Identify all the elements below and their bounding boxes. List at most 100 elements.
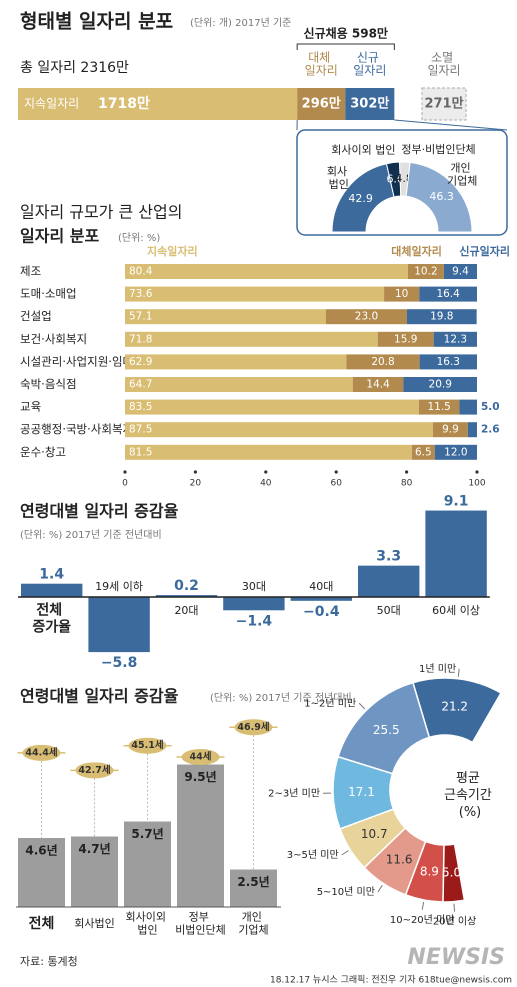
source: 자료: 통계청 <box>20 955 78 968</box>
value-label: 46.9세 <box>237 721 269 733</box>
bar-segment <box>411 444 435 460</box>
bar <box>21 583 83 597</box>
tick-mark <box>334 470 338 474</box>
bar <box>358 565 420 597</box>
category-label: 정부 비법인단체 <box>175 911 226 937</box>
value-label: 46.3 <box>429 190 454 203</box>
segment-label: 신규 일자리 <box>353 50 386 77</box>
value-label: 83.5 <box>129 401 152 413</box>
slice-label: 20년 이상 <box>433 916 477 928</box>
segment-label: 소멸 일자리 <box>427 50 460 77</box>
value-label: 9.9 <box>442 424 459 436</box>
bar <box>177 764 224 907</box>
bracket <box>296 43 395 50</box>
category-label: 회사법인 <box>74 917 114 930</box>
slice-label: 회사이외 법인 <box>331 144 395 157</box>
x-tick-label: 80 <box>401 479 413 489</box>
value-label: 10.7 <box>361 827 388 841</box>
segment-label: 지속일자리 <box>24 97 79 111</box>
category-label: 운수·창고 <box>20 445 66 459</box>
value-label: 57.1 <box>129 311 152 323</box>
category-label: 30대 <box>242 580 266 593</box>
bar-segment <box>125 331 378 347</box>
bar-segment <box>467 422 477 438</box>
leader-line <box>453 903 456 912</box>
value-label: 14.4 <box>366 379 390 391</box>
leader-line <box>358 702 366 710</box>
value-label: 10.2 <box>414 266 437 278</box>
bar <box>290 597 352 601</box>
category-label: 60세 이상 <box>432 604 480 617</box>
value-label: 17.1 <box>348 785 375 799</box>
category-label: 개인 기업체 <box>238 911 268 937</box>
value-label: 62.9 <box>129 356 152 368</box>
category-label: 도매·소매업 <box>20 287 77 301</box>
slice-label: 3~5년 미만 <box>287 849 339 861</box>
slice-label: 1~2년 미만 <box>304 697 356 709</box>
category-label: 제조 <box>20 264 41 278</box>
age-dot <box>181 749 220 765</box>
slice-label: 1년 미만 <box>419 663 456 675</box>
value-label: 87.5 <box>129 424 152 436</box>
value-label: 302만 <box>350 96 389 112</box>
age-dot <box>128 737 167 754</box>
slice-label: 개인 기업체 <box>447 161 477 187</box>
connector <box>394 119 508 131</box>
leader-line <box>377 884 383 893</box>
age-dot <box>75 762 114 779</box>
bar-segment <box>125 309 326 325</box>
segment <box>345 88 395 120</box>
value-label: 15.9 <box>394 333 417 345</box>
bar-segment <box>377 331 434 347</box>
value-label: 5.0 <box>481 401 500 413</box>
value-label: 12.0 <box>444 446 467 458</box>
semi-donut-slice <box>405 161 473 233</box>
bar-segment <box>384 286 420 302</box>
value-label: −1.4 <box>236 613 273 629</box>
slice-label: 정부·비법인단체 <box>401 143 475 156</box>
value-label: 20.9 <box>429 379 452 391</box>
value-label: 16.4 <box>436 288 460 300</box>
bar-segment <box>346 354 420 370</box>
category-label: 50대 <box>377 604 401 617</box>
value-label: 21.2 <box>441 700 468 714</box>
value-label: 4.6년 <box>25 844 57 858</box>
tick-mark <box>123 470 127 474</box>
bar-segment <box>125 399 419 415</box>
center-title: 평균 근속기간 (%) <box>444 771 496 820</box>
bar-segment <box>125 264 409 279</box>
category-label: 전체 증가율 <box>32 602 71 636</box>
slice-label: 회사 법인 <box>327 165 351 191</box>
value-label: 64.7 <box>129 379 152 391</box>
value-label: 19.8 <box>430 311 453 323</box>
slice-label: 5~10년 미만 <box>317 886 375 898</box>
slice-label: 2~3년 미만 <box>268 787 320 799</box>
value-label: 11.5 <box>427 401 450 413</box>
value-label: 16.3 <box>437 356 460 368</box>
value-label: 8.9 <box>420 865 439 879</box>
bar-segment <box>406 309 477 325</box>
value-label: 20.8 <box>371 356 394 368</box>
x-tick-label: 0 <box>122 479 128 489</box>
bar-segment <box>125 422 433 438</box>
subtitle: (단위: %) 2017년 기준 전년대비 <box>20 528 162 541</box>
x-tick-label: 100 <box>468 479 485 489</box>
subtitle: (단위: 개) 2017년 기준 <box>190 16 291 29</box>
category-label: 전체 <box>29 915 55 932</box>
value-label: 5.0 <box>442 866 461 880</box>
leader-line <box>457 668 460 677</box>
bar <box>155 595 218 597</box>
tick-mark <box>475 470 479 474</box>
bar <box>71 836 118 907</box>
value-label: 45.1세 <box>131 739 163 751</box>
value-label: 3.3 <box>376 549 401 565</box>
bar <box>425 510 487 597</box>
subtitle: (단위: %) <box>118 231 160 244</box>
leader-line <box>421 901 425 910</box>
bar-segment <box>125 377 353 392</box>
category-label: 건설업 <box>20 309 52 323</box>
title: 연령대별 일자리 증감율 <box>20 502 179 521</box>
bar-segment <box>352 377 404 392</box>
bar <box>230 869 277 907</box>
